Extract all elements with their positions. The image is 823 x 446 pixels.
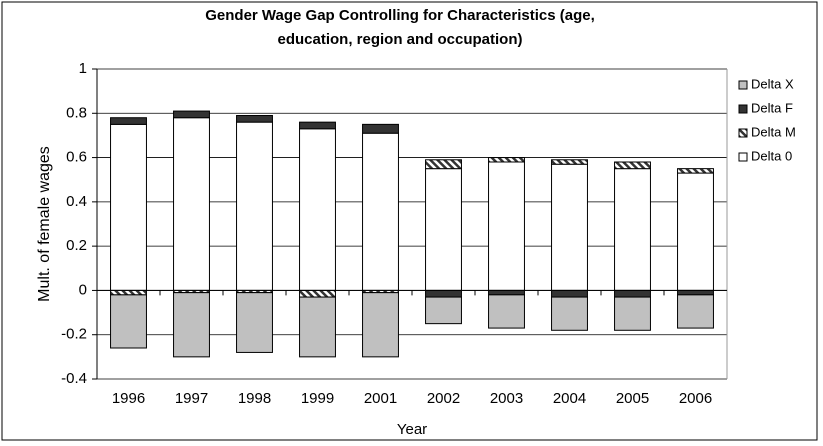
- bar-segment: [425, 289, 462, 298]
- x-tick-label: 2004: [553, 390, 586, 407]
- legend-swatch: [738, 80, 748, 90]
- bar-segment: [299, 296, 336, 358]
- y-tick-label: 0.6: [66, 149, 87, 166]
- bar-segment: [236, 121, 273, 291]
- bar-segment: [488, 289, 525, 296]
- x-tick-label: 1997: [175, 390, 208, 407]
- legend-label: Delta F: [751, 100, 793, 115]
- bar-segment: [236, 115, 273, 123]
- y-tick-label: 0: [79, 281, 87, 298]
- bar-segment: [362, 132, 399, 291]
- bar-segment: [110, 289, 147, 296]
- x-axis-label: Year: [397, 421, 427, 438]
- x-tick-label: 2006: [679, 390, 712, 407]
- bar-segment: [488, 294, 525, 329]
- bar-segment: [425, 159, 462, 170]
- y-tick-label: -0.2: [61, 326, 87, 343]
- bar-segment: [551, 289, 588, 298]
- bar-segment: [488, 157, 525, 163]
- x-tick-label: 2005: [616, 390, 649, 407]
- x-tick-label: 1998: [238, 390, 271, 407]
- bar-segment: [299, 121, 336, 130]
- x-tick-label: 2001: [364, 390, 397, 407]
- y-tick-label: 0.4: [66, 193, 87, 210]
- bar-segment: [425, 296, 462, 325]
- x-tick-label: 2002: [427, 390, 460, 407]
- bar-segment: [488, 161, 525, 291]
- bar-segment: [614, 289, 651, 298]
- bar-segment: [173, 110, 210, 119]
- bar-segment: [677, 172, 714, 291]
- bar-segment: [551, 159, 588, 165]
- bar-segment: [614, 296, 651, 331]
- y-axis-label: Mult. of female wages: [36, 146, 53, 302]
- bar-segment: [236, 292, 273, 353]
- x-tick-label: 2003: [490, 390, 523, 407]
- bar-segment: [110, 294, 147, 349]
- bar-segment: [110, 117, 147, 125]
- legend-label: Delta 0: [751, 148, 792, 163]
- bar-segment: [677, 294, 714, 329]
- chart-title: Gender Wage Gap Controlling for Characte…: [205, 7, 595, 24]
- bar-segment: [110, 123, 147, 291]
- bar-segment: [425, 168, 462, 291]
- bar-segment: [677, 289, 714, 296]
- bar-segment: [362, 123, 399, 134]
- bar-segment: [173, 292, 210, 358]
- legend-swatch: [738, 128, 748, 138]
- y-tick-label: -0.4: [61, 370, 87, 387]
- x-tick-label: 1996: [112, 390, 145, 407]
- legend-swatch: [738, 104, 748, 114]
- bar-segment: [362, 292, 399, 358]
- y-tick-label: 0.8: [66, 104, 87, 121]
- y-tick-label: 1: [79, 60, 87, 77]
- bar-segment: [614, 161, 651, 170]
- legend-label: Delta M: [751, 124, 796, 139]
- bar-segment: [551, 163, 588, 291]
- y-tick-label: 0.2: [66, 237, 87, 254]
- bar-segment: [173, 117, 210, 291]
- bar-segment: [551, 296, 588, 331]
- chart-title: education, region and occupation): [277, 31, 522, 48]
- legend-swatch: [738, 152, 748, 162]
- legend-label: Delta X: [751, 76, 794, 91]
- bar-segment: [299, 128, 336, 291]
- bar-segment: [614, 168, 651, 291]
- bar-segment: [677, 168, 714, 174]
- x-tick-label: 1999: [301, 390, 334, 407]
- bar-segment: [299, 289, 336, 298]
